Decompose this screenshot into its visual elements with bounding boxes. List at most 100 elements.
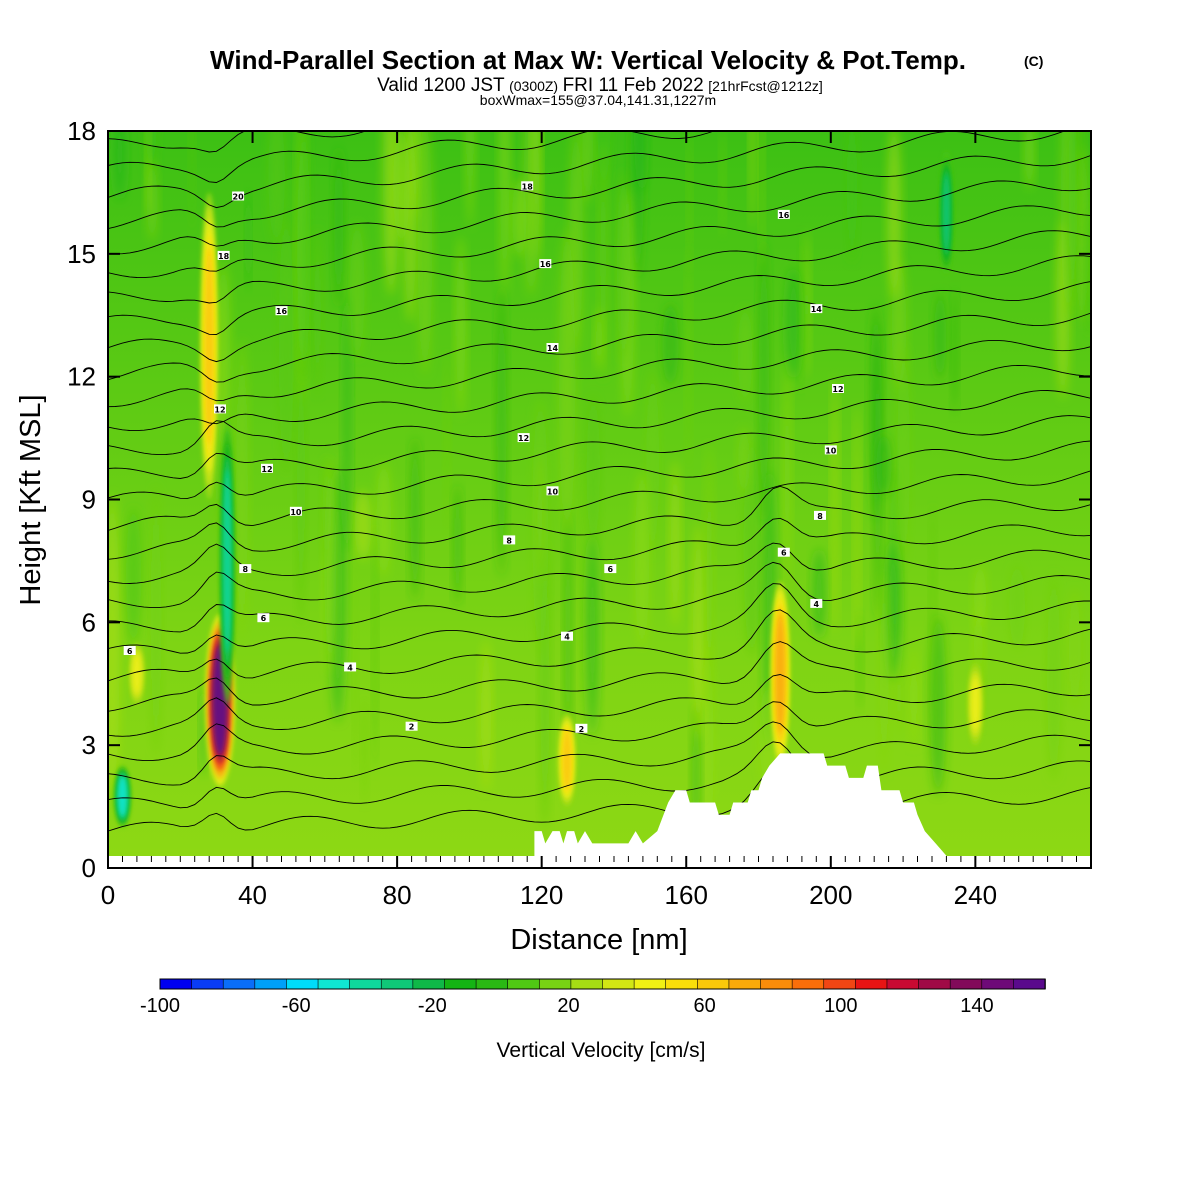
colorbar: -100 -60 -20 20 60 100 140 [140, 978, 1046, 1017]
isentrope-label-text: 10 [290, 508, 302, 517]
isentrope-label-bg [344, 662, 357, 672]
velocity-streak [687, 132, 692, 270]
colorbar-swatch [159, 978, 193, 990]
velocity-streak [1009, 565, 1025, 650]
velocity-streak [150, 484, 162, 756]
isentrope-label-text: 8 [817, 512, 823, 521]
velocity-streak [113, 131, 127, 201]
y-axis: 0 3 6 9 12 15 18 [67, 116, 1091, 883]
colorbar-swatch [918, 978, 951, 990]
velocity-streak [720, 131, 725, 238]
velocity-streak [595, 306, 604, 371]
subtitle-forecast: [21hrFcst@1212z] [708, 78, 823, 94]
colorbar-frame [159, 978, 1046, 990]
velocity-streak [1068, 588, 1081, 712]
velocity-streak [879, 574, 889, 776]
colorbar-swatch [791, 978, 825, 990]
velocity-streak [749, 131, 756, 229]
isentrope-label: 10 [824, 445, 837, 455]
subtitle-valid: Valid 1200 JST [377, 75, 505, 96]
isentrope-line [108, 583, 1091, 654]
chart-title: Wind-Parallel Section at Max W: Vertical… [210, 45, 966, 75]
velocity-streak [444, 352, 450, 536]
velocity-streak [617, 171, 630, 362]
colorbar-swatch [949, 978, 983, 990]
isentrope-label-text: 14 [811, 305, 823, 314]
downdraft-core [118, 776, 127, 816]
colorbar-swatch [538, 978, 572, 990]
isentrope-label: 8 [814, 510, 826, 521]
velocity-streak [393, 131, 410, 243]
colorbar-swatch [475, 978, 509, 990]
isentrope-line [108, 485, 1091, 560]
x-tick-label: 160 [665, 880, 708, 910]
isentrope-line [108, 561, 1091, 633]
isentrope-label-text: 2 [409, 723, 415, 732]
isentrope-label-text: 2 [579, 725, 585, 734]
isentrope-label-bg [546, 486, 559, 496]
isentrope-label-text: 18 [522, 182, 534, 191]
isentrope-line [108, 255, 1091, 335]
velocity-streak [481, 639, 492, 792]
velocity-streak [693, 522, 704, 740]
colorbar-swatch [286, 978, 319, 990]
isentrope-line [108, 440, 1091, 499]
isentrope-line [108, 390, 1091, 456]
velocity-streak [887, 131, 901, 300]
velocity-streak [909, 647, 918, 748]
isentrope-line [108, 641, 1091, 712]
y-tick-label: 12 [67, 362, 96, 392]
velocity-streak [417, 131, 433, 375]
colorbar-swatch [855, 978, 888, 990]
isentrope-label: 16 [777, 209, 790, 220]
velocity-streak [496, 283, 507, 577]
isentrope-line [108, 609, 1091, 682]
isentrope-label: 20 [232, 191, 245, 202]
isentrope-label-bg [289, 506, 302, 516]
isentrope-label: 6 [123, 646, 136, 656]
velocity-streak [512, 178, 527, 258]
colorbar-swatch [728, 978, 762, 990]
velocity-streak [846, 131, 858, 263]
y-tick-label: 15 [67, 239, 96, 269]
colorbar-swatch [380, 978, 414, 990]
velocity-streak [670, 459, 681, 628]
isentrope-label-text: 16 [778, 211, 790, 220]
velocity-streak [579, 455, 584, 708]
isentrope-line [108, 230, 1091, 304]
isentrope-label-bg [217, 250, 230, 260]
isentrope-label-bg [214, 404, 226, 414]
colorbar-tick-label: -60 [282, 995, 311, 1017]
isentrope-label-bg [810, 598, 823, 608]
colorbar-swatch [412, 978, 446, 990]
downdraft-core [223, 469, 231, 653]
colorbar-swatch [317, 978, 351, 990]
colorbar-swatch [349, 978, 383, 990]
isentrope-label: 8 [503, 535, 516, 545]
velocity-streak [453, 484, 462, 606]
x-tick-label: 200 [809, 880, 852, 910]
colorbar-swatch [981, 978, 1015, 990]
isentrope-label-text: 10 [547, 487, 559, 496]
velocity-streak [410, 436, 420, 602]
velocity-streak [455, 235, 466, 417]
isentrope-label-bg [517, 433, 530, 443]
isentrope-line [108, 701, 1091, 762]
isentrope-line [108, 721, 1091, 786]
isentrope-label-bg [824, 445, 837, 455]
isentrope-label-text: 8 [506, 536, 512, 545]
velocity-streak [637, 131, 647, 194]
isentrope-label-bg [123, 646, 136, 655]
isentrope-label: 10 [546, 486, 559, 496]
isentrope-label-text: 12 [214, 405, 225, 414]
velocity-streak [705, 443, 714, 716]
isentrope-label-bg [503, 535, 516, 545]
updraft-core [562, 729, 572, 790]
isentrope-label: 2 [575, 723, 588, 734]
isentrope-label: 12 [832, 384, 844, 394]
colorbar-swatch [823, 978, 857, 990]
colorbar-swatch [1013, 978, 1046, 990]
isentrope-label-bg [777, 209, 790, 219]
isentrope-label-text: 6 [261, 614, 267, 623]
velocity-streak [297, 131, 311, 383]
